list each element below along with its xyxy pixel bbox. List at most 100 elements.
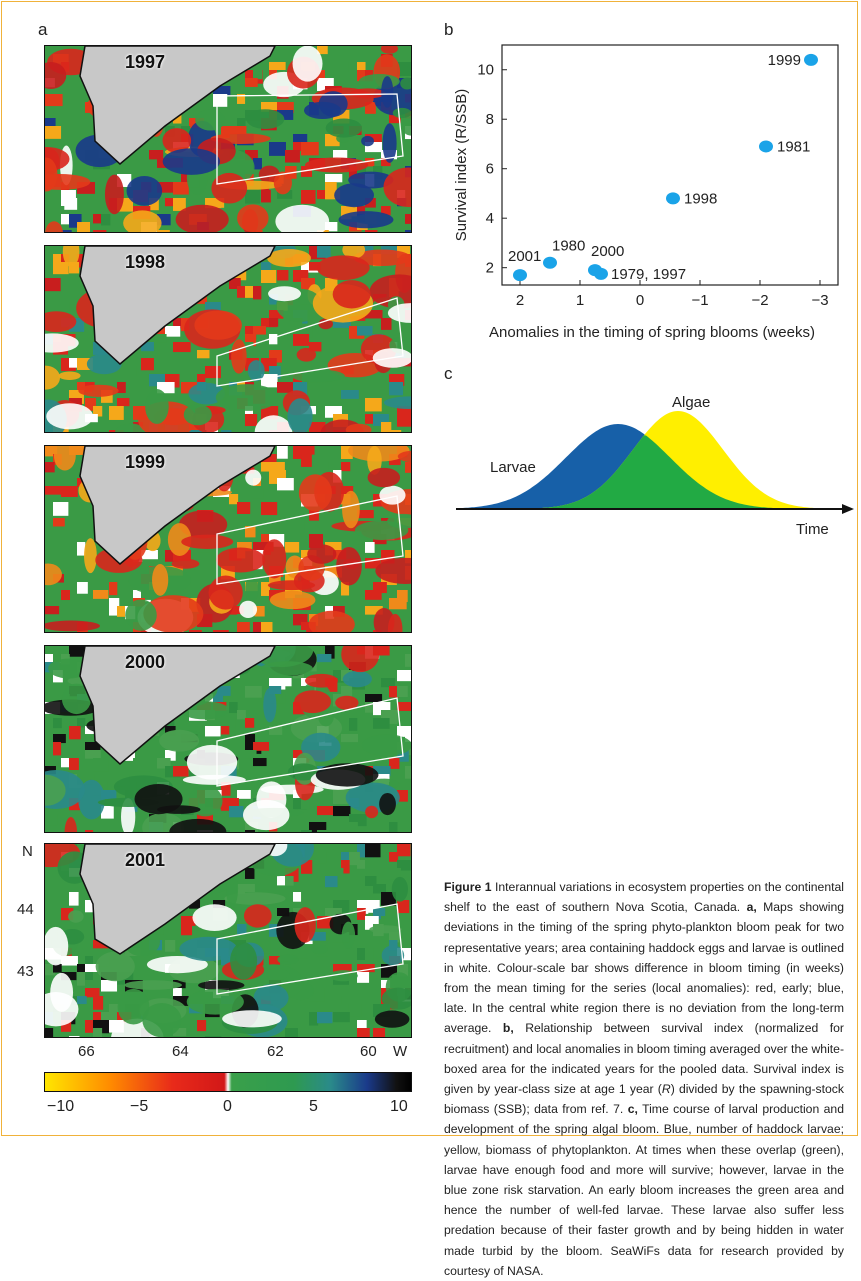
anomaly-cell (365, 860, 382, 869)
anomaly-patch (273, 171, 292, 195)
anomaly-cell (45, 486, 62, 495)
anomaly-cell (245, 414, 258, 427)
anomaly-cell (269, 462, 285, 472)
anomaly-patch (64, 817, 78, 832)
anomaly-patch (308, 610, 355, 632)
anomaly-cell (221, 956, 236, 966)
anomaly-cell (397, 62, 411, 76)
anomaly-patch (267, 580, 316, 591)
anomaly-cell (173, 318, 183, 329)
anomaly-cell (213, 956, 224, 966)
anomaly-cell (45, 1028, 54, 1037)
anomaly-cell (277, 446, 288, 459)
anomaly-cell (381, 318, 392, 330)
overlap-area (456, 435, 840, 509)
map-year-label: 1997 (125, 52, 166, 72)
anomaly-cell (309, 510, 319, 521)
anomaly-cell (341, 206, 352, 220)
anomaly-cell (405, 654, 411, 667)
anomaly-cell (317, 1012, 333, 1024)
anomaly-cell (277, 478, 294, 491)
anomaly-cell (69, 262, 80, 274)
anomaly-cell (405, 1004, 411, 1018)
anomaly-cell (325, 646, 335, 659)
anomaly-cell (389, 940, 398, 951)
anomaly-cell (365, 876, 377, 886)
land-nova-scotia (79, 246, 276, 365)
anomaly-patch (338, 211, 394, 229)
anomaly-patch (167, 523, 192, 556)
anomaly-cell (53, 302, 70, 314)
anomaly-cell (85, 988, 100, 998)
map-year-label: 1998 (125, 252, 166, 272)
anomaly-cell (245, 406, 260, 418)
anomaly-cell (117, 606, 132, 617)
anomaly-cell (325, 908, 342, 917)
anomaly-cell (181, 924, 193, 936)
anomaly-cell (85, 956, 101, 968)
anomaly-cell (381, 206, 391, 216)
colorbar-tick: 5 (309, 1098, 318, 1115)
anomaly-cell (365, 844, 381, 858)
anomaly-patch (171, 558, 200, 569)
anomaly-cell (61, 1020, 72, 1032)
anomaly-cell (285, 876, 294, 886)
anomaly-cell (365, 158, 375, 167)
anomaly-patch (86, 353, 122, 375)
anomaly-patch (361, 135, 375, 147)
x-axis-label: Anomalies in the timing of spring blooms… (489, 324, 815, 341)
anomaly-cell (165, 940, 176, 952)
anomaly-cell (285, 1028, 298, 1037)
anomaly-cell (53, 718, 62, 729)
anomaly-cell (285, 574, 298, 585)
panel-label-b: b (444, 20, 454, 39)
anomaly-patch (384, 396, 411, 409)
haddock-area-outline (216, 93, 404, 185)
x-tick-label: −2 (751, 292, 768, 309)
anomaly-cell (301, 798, 310, 810)
y-tick-label: 2 (486, 260, 494, 277)
anomaly-cell (45, 46, 56, 60)
anomaly-cell (333, 318, 351, 328)
anomaly-cell (373, 1028, 386, 1037)
anomaly-cell (93, 214, 105, 224)
anomaly-patch (45, 620, 100, 632)
anomaly-cell (157, 214, 171, 226)
anomaly-patch (162, 148, 221, 175)
anomaly-cell (253, 326, 266, 335)
anomaly-cell (101, 806, 114, 819)
anomaly-cell (261, 190, 271, 203)
anomaly-cell (61, 486, 78, 497)
anomaly-cell (53, 742, 62, 756)
anomaly-patch (318, 708, 334, 727)
anomaly-patch (45, 926, 69, 966)
anomaly-cell (213, 198, 225, 208)
anomaly-cell (101, 980, 118, 992)
anomaly-cell (389, 598, 407, 610)
anomaly-map-graphic (45, 446, 411, 632)
anomaly-cell (405, 734, 411, 743)
anomaly-patch (358, 74, 400, 89)
anomaly-cell (333, 900, 349, 909)
anomaly-patch (198, 980, 245, 991)
anomaly-cell (381, 868, 397, 880)
anomaly-cell (173, 342, 191, 353)
anomaly-patch (345, 423, 372, 432)
anomaly-cell (333, 1012, 350, 1023)
anomaly-cell (293, 614, 308, 626)
anomaly-cell (317, 46, 328, 55)
anomaly-cell (325, 566, 342, 578)
anomaly-cell (381, 158, 391, 167)
anomaly-cell (293, 798, 307, 810)
anomaly-cell (397, 790, 408, 802)
anomaly-cell (93, 1028, 103, 1037)
anomaly-map-graphic (45, 46, 411, 232)
anomaly-cell (53, 830, 66, 832)
anomaly-cell (325, 182, 337, 191)
anomaly-cell (333, 996, 342, 1008)
anomaly-cell (389, 868, 401, 880)
colorbar-tick: −5 (130, 1098, 149, 1115)
anomaly-cell (277, 948, 289, 962)
anomaly-patch (125, 599, 157, 631)
anomaly-cell (277, 102, 294, 113)
